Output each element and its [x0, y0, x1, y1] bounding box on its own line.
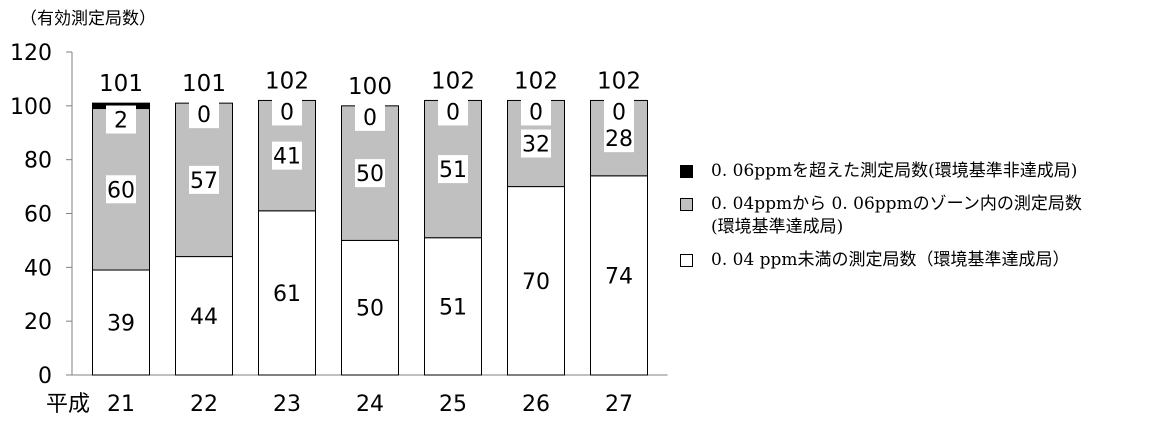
segment-value-label: 51: [439, 295, 467, 320]
legend-swatch-exceeded: [680, 165, 693, 178]
legend-label-zone: 0. 04ppmから 0. 06ppmのゾーン内の測定局数 (環境基準達成局): [711, 194, 1082, 237]
segment-value-label: 61: [273, 282, 301, 307]
x-tick-label: 24: [356, 392, 384, 417]
segment-value-label: 39: [107, 312, 135, 337]
segment-label-bg: [604, 97, 634, 126]
segment-label-bg: [272, 141, 302, 170]
bar-total-label: 102: [514, 68, 558, 94]
segment-label-bg: [106, 105, 136, 134]
segment-label-bg: [189, 165, 219, 194]
segment-value-label: 0: [446, 100, 460, 125]
bar-total-label: 101: [182, 71, 226, 97]
segment-value-label: 32: [522, 133, 550, 158]
legend-label-exceeded: 0. 06ppmを超えた測定局数(環境基準非達成局): [711, 161, 1078, 181]
y-tick-label: 20: [24, 310, 52, 335]
segment-value-label: 57: [190, 169, 218, 194]
segment-value-label: 44: [190, 305, 218, 330]
segment-value-label: 50: [356, 162, 384, 187]
legend-swatch-below: [680, 254, 693, 267]
y-tick-label: 80: [24, 149, 52, 174]
segment-value-label: 0: [197, 103, 211, 128]
segment-value-label: 51: [439, 158, 467, 183]
x-tick-label: 25: [439, 392, 467, 417]
segment-value-label: 41: [273, 145, 301, 170]
y-tick-label: 40: [24, 256, 52, 281]
y-tick-label: 120: [10, 41, 52, 66]
bar-segment: [258, 210, 316, 376]
legend-item-zone: 0. 04ppmから 0. 06ppmのゾーン内の測定局数 (環境基準達成局): [680, 193, 1082, 239]
segment-label-bg: [355, 159, 385, 188]
segment-value-label: 28: [605, 127, 633, 152]
x-tick-label: 21: [107, 392, 135, 417]
x-tick-label: 23: [273, 392, 301, 417]
segment-value-label: 70: [522, 270, 550, 295]
labels: 39 60 2 101 21 44 57 0 101 22 61 41 0 102 23 50 50 0 100 24…: [99, 68, 641, 417]
bar-total-label: 100: [348, 74, 392, 100]
bar-segment: [175, 256, 233, 376]
segment-value-label: 50: [356, 297, 384, 322]
bar-segment: [92, 269, 150, 376]
bar-total-label: 102: [597, 68, 641, 94]
segment-value-label: 60: [107, 178, 135, 203]
segment-label-bg: [106, 175, 136, 204]
y-tick-label: 100: [10, 95, 52, 120]
segment-value-label: 0: [529, 100, 543, 125]
y-tick-label: 60: [24, 203, 52, 228]
bar-segment: [590, 175, 648, 376]
segment-label-bg: [438, 97, 468, 126]
x-prefix-label: 平成: [46, 392, 90, 417]
segment-value-label: 0: [280, 100, 294, 125]
legend-item-exceeded: 0. 06ppmを超えた測定局数(環境基準非達成局): [680, 160, 1082, 183]
legend: 0. 06ppmを超えた測定局数(環境基準非達成局) 0. 04ppmから 0.…: [680, 160, 1082, 282]
y-unit-label: （有効測定局数）: [20, 9, 156, 29]
bar-total-label: 101: [99, 71, 143, 97]
segment-label-bg: [438, 155, 468, 184]
y-tick-label: 0: [38, 364, 52, 389]
x-tick-label: 26: [522, 392, 550, 417]
segment-label-bg: [272, 97, 302, 126]
x-tick-label: 27: [605, 392, 633, 417]
segment-value-label: 2: [114, 109, 128, 134]
bar-total-label: 102: [265, 68, 309, 94]
segment-label-bg: [521, 129, 551, 158]
segment-label-bg: [355, 102, 385, 131]
bar-segment: [424, 237, 482, 376]
segment-value-label: 0: [363, 106, 377, 131]
segment-value-label: 0: [612, 100, 626, 125]
legend-item-below: 0. 04 ppm未満の測定局数（環境基準達成局）: [680, 249, 1082, 272]
segment-label-bg: [604, 124, 634, 153]
bar-total-label: 102: [431, 68, 475, 94]
bar-segment: [341, 239, 399, 376]
legend-label-below: 0. 04 ppm未満の測定局数（環境基準達成局）: [711, 250, 1070, 270]
bar-segment: [507, 186, 565, 376]
segment-label-bg: [189, 100, 219, 129]
bars: [92, 99, 648, 376]
segment-label-bg: [521, 97, 551, 126]
legend-swatch-zone: [680, 198, 693, 211]
segment-value-label: 74: [605, 264, 633, 289]
x-tick-label: 22: [190, 392, 218, 417]
